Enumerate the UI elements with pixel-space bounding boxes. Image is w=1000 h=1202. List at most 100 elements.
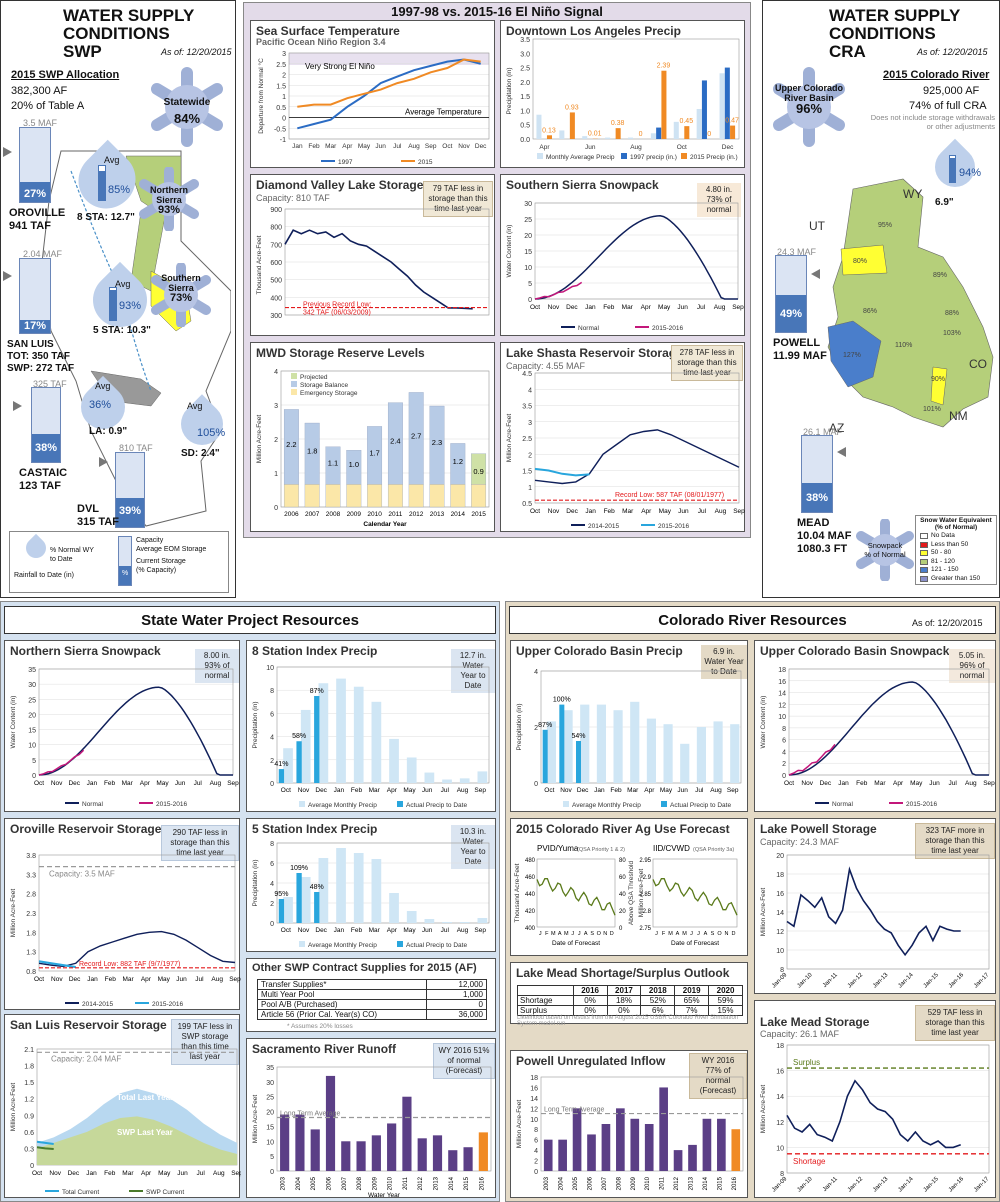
y-tick-label: 8 [534,1127,538,1134]
x-tick-label: Mar [874,780,886,787]
plot-frame [280,370,490,508]
x-tick-label: Apr [140,780,151,787]
actual-precip-bar [278,899,285,923]
storage-line [786,1079,961,1149]
shasta-panel: Lake Shasta Reservoir Storage Capacity: … [500,342,745,532]
x-tick-label: D [732,931,736,937]
x-tick-label: Mar [627,787,639,794]
avg-precip-bar [696,727,706,783]
mwd-bar-Storage Balance [408,392,424,485]
dvl-line [284,229,473,310]
y-tick-label: 440 [525,892,536,898]
avg-precip-bar [563,710,573,783]
lm-outlook-table: 2016 2017 2018 2019 2020 Shortage 0% 18% 52% 65% 5… [517,985,743,1016]
precip-pct-label: 87% [538,722,552,729]
table-cell: 1,000 [426,989,487,1000]
swe-label: Less than 50 [931,540,969,548]
table-header-cell: 2020 [708,985,743,996]
x-tick-label: Jan-10 [796,1176,814,1194]
mwd-bar-Emergency Storage [450,484,466,508]
strong-label: Very Strong El Niño [305,62,375,71]
sst-panel: Sea Surface Temperature Pacific Ocean Ni… [250,20,495,168]
la-data-label: 0.01 [588,131,602,138]
ucrb-snowflake-icon [773,67,845,147]
y-tick-label: 25 [266,1095,274,1102]
y-tick-label: 0 [534,1169,538,1176]
legend-avg-swatch [563,801,569,807]
y-tick-label: -0.5 [274,126,286,133]
x-tick-label: Jul [196,1170,205,1177]
avg-precip-bar [713,721,723,783]
svg-text:101%: 101% [923,406,941,413]
swp-section-title: State Water Project Resources [4,606,496,634]
legend-1997-swatch [621,153,627,159]
y-tick-label: 4 [270,881,274,888]
mwd-bar-Emergency Storage [408,484,424,508]
x-tick-label: Jan-16 [948,1176,966,1194]
y-axis-label: Departure from Normal °C [257,58,265,134]
dvl-avg-marker-icon [99,457,108,467]
y-tick-label: 2 [270,758,274,765]
x-tick-label: Oct [677,144,687,151]
x-tick-label: 2016 [732,1176,738,1190]
avg-precip-bar [459,778,470,783]
x-tick-label: Oct [442,143,452,150]
y-tick-label: 1.5 [522,469,532,476]
x-tick-label: 2009 [347,511,362,518]
ag-chart: PVID/Yuma(QSA Priority 1 & 2) 480 460 440 42… [514,844,738,947]
la-bar-2 [684,126,690,139]
x-tick-label: Apr [893,780,904,787]
y-tick-label: 20 [776,853,784,860]
la-bar-0 [650,133,656,139]
y-tick-label: 0.8 [26,969,36,976]
mwd-data-label: 1.1 [328,459,338,468]
oroville-taf: 941 TAF [9,220,51,232]
avg-precip-bar [406,911,417,923]
table-cell: 15% [708,1005,743,1016]
legend-normal-label: Normal [832,801,854,808]
y-axis-label: Precipitation (in) [252,860,259,907]
runoff-bar [478,1132,488,1171]
svg-text:86%: 86% [863,308,877,315]
table-cell: 0% [572,1005,608,1016]
x-tick-label: Feb [104,780,116,787]
x-tick-label: Jan [334,927,345,934]
la-bar-0 [696,109,702,139]
strong-band [289,53,489,65]
alloc-title: 2015 SWP Allocation [11,69,120,81]
y-tick-label: 0.3 [24,1146,34,1153]
y-tick-label: 800 [270,225,282,232]
x-tick-label: 2004 [559,1176,565,1190]
y-tick-label: 1.0 [520,108,530,115]
avg-precip-bar [371,701,382,783]
x-tick-label: 2007 [305,511,320,518]
la-bar-2 [569,112,575,139]
x-tick-label: Sep [474,927,486,934]
y-tick-label: 2.5 [276,62,286,69]
y-tick-label: 12 [776,929,784,936]
la-bar-2 [546,135,552,139]
y-tick-label: 30 [524,201,532,208]
x-tick-label: Aug [715,508,727,515]
y-tick-label: 2 [274,437,278,444]
runoff-bar [448,1150,458,1171]
avg-precip-bar [318,858,329,923]
table-cell: Multi Year Pool [257,989,427,1000]
avg-precip-bar [424,919,435,923]
svg-text:90%: 90% [931,376,945,383]
x-tick-label: Jun [375,143,386,150]
x-tick-label: F [662,931,666,937]
ucs-panel: Upper Colorado Basin Snowpack 5.05 in. 9… [754,640,996,812]
y-tick-label: 3.0 [520,51,530,58]
x-tick-label: Jan [838,780,849,787]
table-header-cell: 2018 [640,985,676,996]
table-header-row: 2016 2017 2018 2019 2020 [517,985,743,996]
x-tick-label: Aug [965,780,977,787]
x-tick-label: Aug [630,144,642,151]
la-bar-0 [536,114,542,139]
y-tick-label: 10 [28,743,36,750]
x-tick-label: 2003 [544,1176,550,1190]
x-tick-label: Nov [49,1170,61,1177]
x-tick-label: Dec [315,927,327,934]
x-tick-label: Jun [422,787,433,794]
